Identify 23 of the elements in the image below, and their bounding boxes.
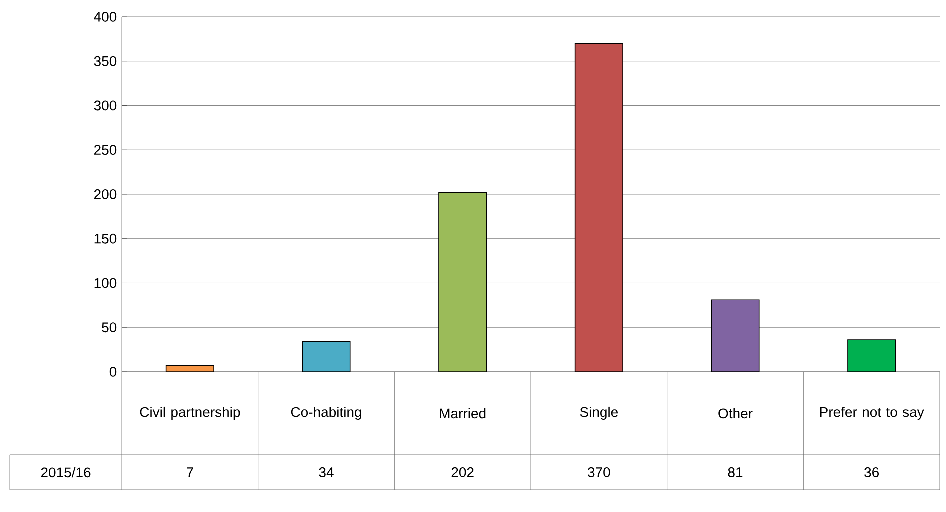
text: 2015/16	[41, 467, 91, 478]
y-tick-label: 50	[102, 322, 117, 333]
x-tick-label: Other	[718, 408, 753, 419]
y-tick-label: 150	[94, 234, 117, 244]
y-tick-label: 300	[94, 100, 117, 111]
x-tick-label: Prefer not to say	[820, 406, 924, 420]
y-tick-label: 250	[94, 145, 117, 156]
data-label: 34	[319, 468, 334, 478]
y-tick-label: 200	[94, 190, 117, 200]
data-label: 370	[588, 468, 610, 478]
y-tick-label: 350	[94, 56, 117, 66]
bar	[302, 341, 351, 372]
x-tick-label: Single	[580, 406, 618, 420]
x-tick-label: Civil partnership	[140, 406, 240, 420]
y-tick-label: 400	[94, 12, 117, 22]
data-label: 36	[864, 468, 879, 478]
data-label: 81	[728, 468, 743, 478]
y-tick-label: 100	[94, 278, 117, 288]
data-label: 7	[187, 468, 194, 478]
y-tick-label: 0	[110, 367, 117, 377]
x-tick-label: Co-habiting	[291, 406, 362, 420]
x-tick-label: Married	[440, 408, 486, 419]
data-label: 202	[452, 468, 474, 478]
